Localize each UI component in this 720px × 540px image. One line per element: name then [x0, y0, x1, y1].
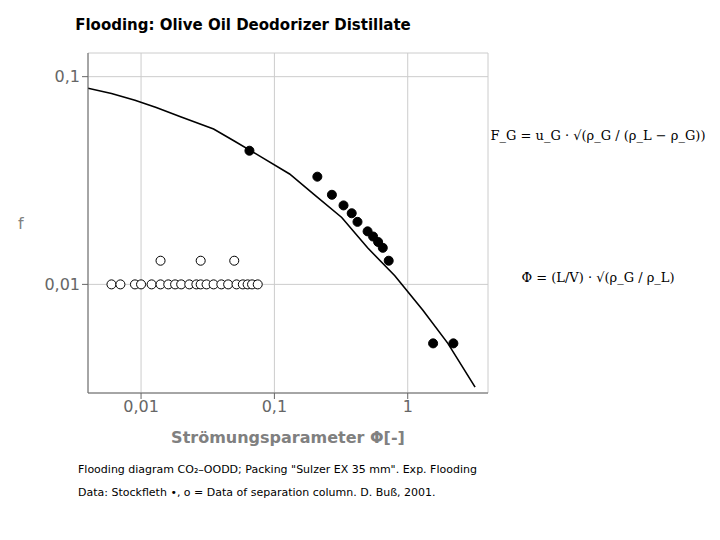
html-text:Φ = (L/V) · √(ρ_G / ρ_L): Φ = (L/V) · √(ρ_G / ρ_L): [521, 270, 675, 285]
svg-text:f: f: [18, 214, 24, 233]
html-text:Data: Stockfleth •, o = Data o: Data: Stockfleth •, o = Data of separati…: [78, 486, 436, 499]
svg-text:Strömungsparameter Φ[-]: Strömungsparameter Φ[-]: [171, 428, 405, 447]
svg-text:0,01: 0,01: [123, 397, 159, 416]
html-text:Flooding diagram CO₂–OODD; Pac: Flooding diagram CO₂–OODD; Packing "Sulz…: [78, 463, 477, 476]
svg-text:1: 1: [403, 397, 413, 416]
svg-text:0,1: 0,1: [55, 67, 80, 86]
svg-text:0,1: 0,1: [262, 397, 287, 416]
html-text:Flooding: Olive Oil Deodorizer: Flooding: Olive Oil Deodorizer Distillat…: [75, 16, 411, 34]
html-text:F_G = u_G · √(ρ_G / (ρ_L − ρ_G: F_G = u_G · √(ρ_G / (ρ_L − ρ_G)): [490, 128, 706, 143]
svg-text:0,01: 0,01: [44, 275, 80, 294]
